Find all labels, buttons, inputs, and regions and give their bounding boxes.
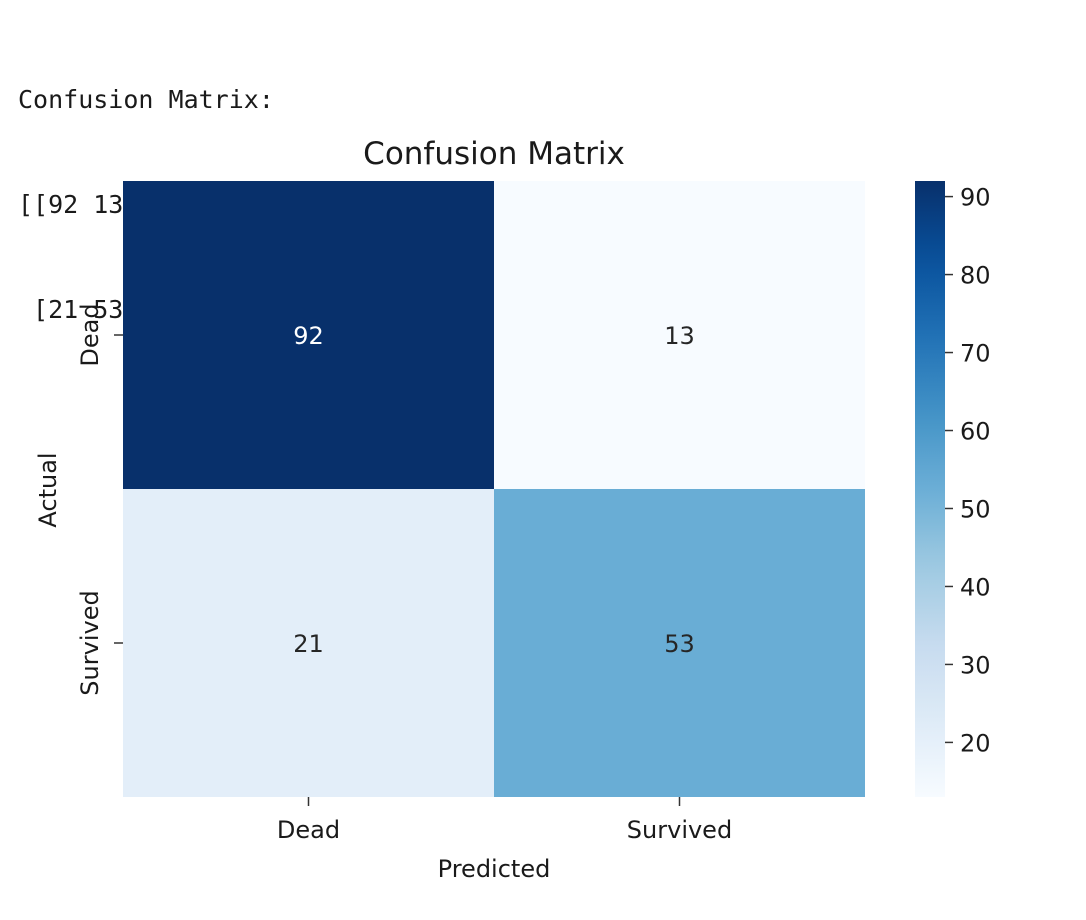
heatmap-cells [123, 181, 865, 797]
axes: Confusion Matrix Predicted Actual Dead Su… [34, 136, 732, 883]
cell-annotation: 21 [293, 630, 324, 658]
colorbar-tick-label: 70 [960, 340, 991, 368]
chart-title: Confusion Matrix [363, 136, 625, 172]
colorbar-tick-label: 20 [960, 729, 991, 757]
heatmap-cell [123, 181, 494, 489]
x-tick-label: Dead [277, 816, 340, 844]
cell-annotation: 53 [664, 630, 695, 658]
cell-annotation: 92 [293, 322, 324, 350]
colorbar-tick-label: 30 [960, 651, 991, 679]
colorbar-tick-label: 90 [960, 184, 991, 212]
colorbar-tick-label: 80 [960, 262, 991, 290]
console-line: Confusion Matrix: [18, 85, 274, 114]
cell-annotations: 92 13 21 53 [293, 322, 695, 658]
cell-annotation: 13 [664, 322, 695, 350]
colorbar-gradient [915, 181, 945, 797]
y-tick-label: Survived [76, 590, 104, 695]
colorbar-tick-label: 50 [960, 495, 991, 523]
x-tick-label: Survived [627, 816, 732, 844]
colorbar: 20 30 40 50 60 70 80 90 [915, 181, 991, 797]
heatmap-cell [494, 489, 865, 797]
heatmap-cell [123, 489, 494, 797]
colorbar-tick-label: 40 [960, 573, 991, 601]
y-axis-label: Actual [34, 452, 62, 527]
colorbar-tick-label: 60 [960, 418, 991, 446]
y-tick-label: Dead [76, 303, 104, 366]
x-axis-label: Predicted [438, 855, 551, 883]
heatmap-cell [494, 181, 865, 489]
